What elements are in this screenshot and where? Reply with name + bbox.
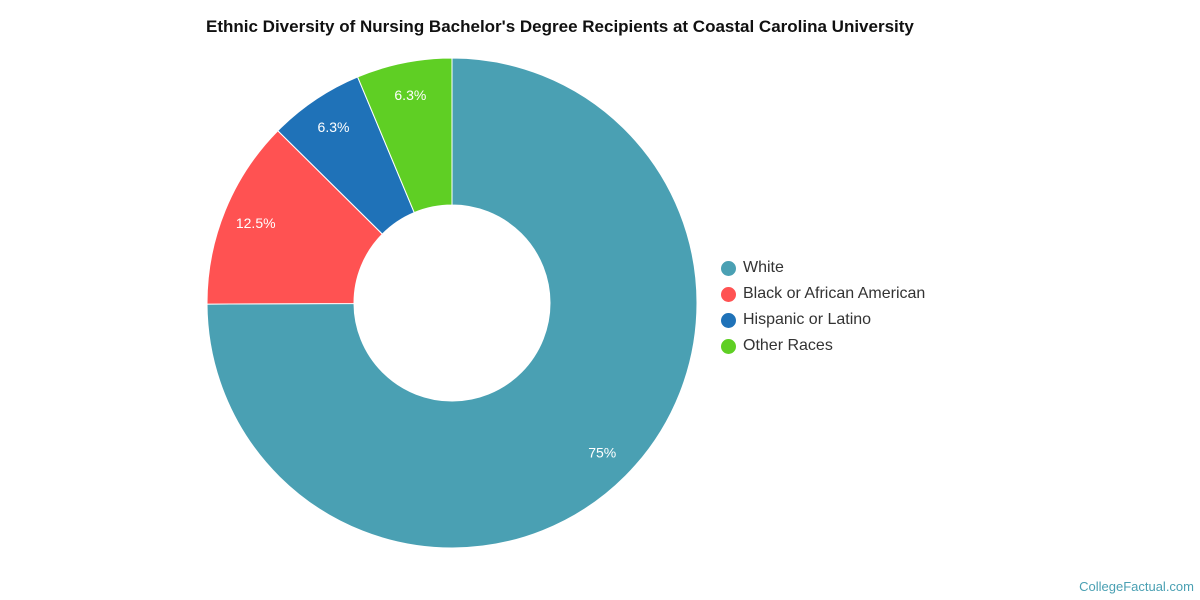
credit-link[interactable]: CollegeFactual.com [1079,579,1194,594]
legend-label: Other Races [743,337,833,354]
legend-label: Hispanic or Latino [743,311,872,328]
data-label: 6.3% [394,87,426,103]
legend-dot-icon [721,338,736,354]
data-label: 75% [588,445,616,461]
legend-item-other[interactable]: Other Races [721,333,925,359]
chart-title: Ethnic Diversity of Nursing Bachelor's D… [206,17,914,36]
legend-label: White [743,259,784,276]
legend-dot-icon [721,312,736,328]
slice-white[interactable] [206,57,698,549]
slice-other-races[interactable] [356,57,453,214]
legend-dot-icon [721,286,736,302]
legend-item-white[interactable]: White [721,255,925,281]
legend: White Black or African American Hispanic… [721,255,925,359]
data-label: 6.3% [318,119,350,135]
slice-black-or-african-american[interactable] [206,130,384,305]
data-label: 12.5% [236,215,276,231]
legend-label: Black or African American [743,285,926,302]
legend-item-black[interactable]: Black or African American [721,281,925,307]
legend-dot-icon [721,260,736,276]
legend-item-hispanic[interactable]: Hispanic or Latino [721,307,925,333]
